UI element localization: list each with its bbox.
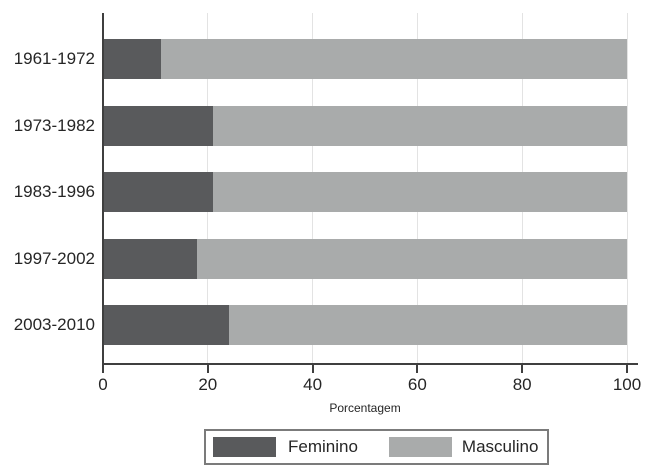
bar-row-1983-1996 <box>103 172 627 212</box>
x-tick-label-0: 0 <box>98 375 108 394</box>
x-tick-label-60: 60 <box>407 375 427 394</box>
bar-segment-masculino-1973-1982 <box>213 105 627 146</box>
x-tick-20 <box>206 365 209 373</box>
x-tick-label-40: 40 <box>303 375 323 394</box>
bar-segment-masculino-2003-2010 <box>228 305 627 345</box>
bar-row-1961-1972 <box>103 39 627 79</box>
x-tick-0 <box>102 365 104 373</box>
x-tick-80 <box>521 365 524 373</box>
y-axis-line <box>102 13 104 364</box>
x-axis-line <box>102 363 638 365</box>
legend-label-feminino: Feminino <box>288 437 358 456</box>
bar-segment-feminino-1983-1996 <box>103 172 214 212</box>
category-label-1997-2002: 1997-2002 <box>13 248 95 268</box>
bar-segment-feminino-1997-2002 <box>103 238 198 279</box>
x-tick-label-100: 100 <box>612 375 642 394</box>
gridline-x-100 <box>626 13 628 363</box>
bar-segment-masculino-1983-1996 <box>213 172 627 212</box>
category-label-1961-1972: 1961-1972 <box>13 49 95 68</box>
plot-area <box>103 13 628 363</box>
bar-row-1997-2002 <box>103 238 627 279</box>
category-label-2003-2010: 2003-2010 <box>13 315 95 334</box>
bar-segment-feminino-1961-1972 <box>103 39 161 79</box>
category-label-1983-1996: 1983-1996 <box>13 182 95 201</box>
bar-segment-masculino-1997-2002 <box>197 238 627 279</box>
x-tick-label-20: 20 <box>198 375 218 394</box>
bar-segment-masculino-1961-1972 <box>160 39 627 79</box>
bar-row-1973-1982 <box>103 105 627 146</box>
legend: Feminino Masculino <box>204 429 550 465</box>
bar-segment-feminino-2003-2010 <box>103 305 229 345</box>
bar-row-2003-2010 <box>103 305 627 345</box>
legend-label-masculino: Masculino <box>461 437 539 456</box>
x-tick-60 <box>416 365 419 373</box>
bar-segment-feminino-1973-1982 <box>103 105 214 146</box>
legend-swatch-masculino <box>388 437 452 457</box>
x-tick-100 <box>626 365 628 373</box>
x-tick-label-80: 80 <box>512 375 532 394</box>
x-axis-title: Porcentagem <box>329 401 401 415</box>
category-label-1973-1982: 1973-1982 <box>13 115 95 135</box>
legend-swatch-feminino <box>213 437 276 457</box>
x-tick-40 <box>311 365 314 373</box>
